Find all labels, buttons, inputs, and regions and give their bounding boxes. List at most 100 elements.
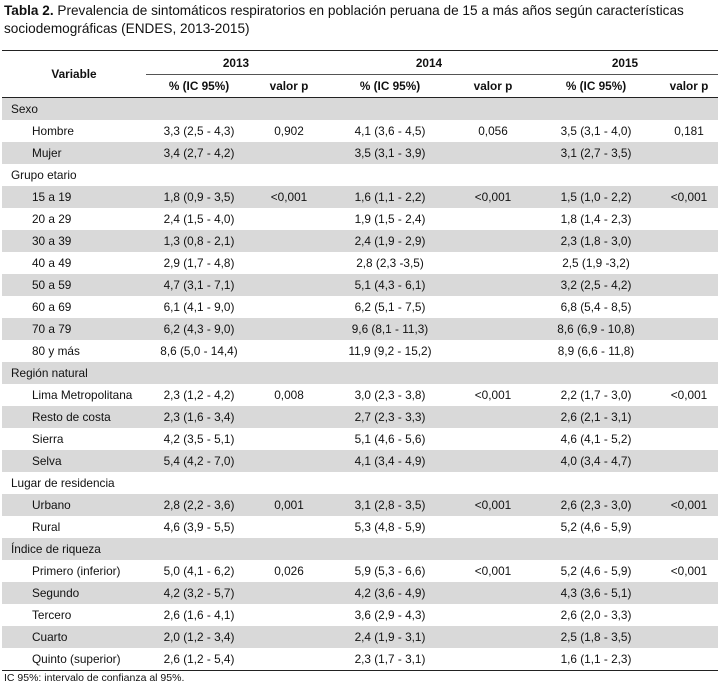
cell-pval-2014	[454, 626, 532, 648]
table-row: 20 a 29 2,4 (1,5 - 4,0) 1,9 (1,5 - 2,4) 1,8…	[2, 208, 718, 230]
cell-pval-2014	[454, 450, 532, 472]
cell-pct-2013: 4,2 (3,5 - 5,1)	[163, 432, 235, 446]
row-label: Selva	[2, 450, 146, 472]
cell-pval-2015	[660, 582, 718, 604]
cell-pval-2014	[454, 516, 532, 538]
cell-pct-2014: 3,6 (2,9 - 4,3)	[354, 608, 426, 622]
row-label: 60 a 69	[32, 300, 72, 314]
cell-pct-2013: 4,6 (3,9 - 5,5)	[163, 520, 235, 534]
cell-pval-2014	[454, 252, 532, 274]
cell-pval-2014	[454, 340, 532, 362]
row-label: Hombre	[32, 124, 74, 138]
cell-pct-2015: 2,6 (2,3 - 3,0)	[532, 494, 660, 516]
cell-pct-2015: 1,6 (1,1 - 2,3)	[532, 648, 660, 671]
column-header-2014: 2014	[326, 50, 532, 75]
cell-pval-2015	[660, 208, 718, 230]
cell-pval-2013	[252, 318, 326, 340]
cell-pval-2013	[252, 296, 326, 318]
cell-pct-2013: 3,4 (2,7 - 4,2)	[146, 142, 252, 164]
column-header-pval-2013: valor p	[252, 74, 326, 98]
table-row: 50 a 59 4,7 (3,1 - 7,1) 5,1 (4,3 - 6,1) 3,2…	[2, 274, 718, 296]
cell-pct-2014: 2,8 (2,3 -3,5)	[356, 256, 424, 270]
cell-pval-2014: <0,001	[474, 564, 512, 578]
table-row: Primero (inferior) 5,0 (4,1 - 6,2) 0,026 5,…	[2, 560, 718, 582]
cell-pval-2014	[454, 604, 532, 626]
cell-pct-2013: 3,3 (2,5 - 4,3)	[163, 124, 235, 138]
cell-pval-2014: <0,001	[474, 388, 512, 402]
cell-pct-2013: 4,2 (3,2 - 5,7)	[146, 582, 252, 604]
cell-pval-2014	[454, 274, 532, 296]
row-label: Urbano	[2, 494, 146, 516]
cell-pct-2013: 2,6 (1,2 - 5,4)	[146, 648, 252, 671]
row-label: Lima Metropolitana	[32, 388, 133, 402]
cell-pct-2014: 2,7 (2,3 - 3,3)	[326, 406, 454, 428]
group-header: Región natural	[2, 362, 718, 384]
cell-pval-2015	[660, 516, 718, 538]
cell-pct-2013: 2,3 (1,6 - 3,4)	[146, 406, 252, 428]
group-header-row: Sexo	[2, 97, 718, 120]
cell-pct-2015: 8,9 (6,6 - 11,8)	[557, 344, 635, 358]
cell-pval-2014	[454, 296, 532, 318]
cell-pct-2015: 3,1 (2,7 - 3,5)	[532, 142, 660, 164]
group-header: Índice de riqueza	[2, 538, 718, 560]
cell-pct-2015: 5,2 (4,6 - 5,9)	[560, 564, 632, 578]
cell-pct-2013: 1,3 (0,8 - 2,1)	[146, 230, 252, 252]
cell-pval-2015	[660, 318, 718, 340]
cell-pct-2015: 2,5 (1,9 -3,2)	[562, 256, 630, 270]
group-header-row: Grupo etario	[2, 164, 718, 186]
row-label: 15 a 19	[2, 186, 146, 208]
row-label: Mujer	[2, 142, 146, 164]
table-row: 70 a 79 6,2 (4,3 - 9,0) 9,6 (8,1 - 11,3) 8,…	[2, 318, 718, 340]
cell-pval-2013	[252, 450, 326, 472]
row-label: Cuarto	[2, 626, 146, 648]
cell-pval-2013	[252, 604, 326, 626]
group-header: Lugar de residencia	[11, 476, 115, 490]
cell-pval-2013	[252, 208, 326, 230]
cell-pval-2014	[454, 230, 532, 252]
cell-pct-2015: 4,6 (4,1 - 5,2)	[560, 432, 632, 446]
cell-pct-2013: 2,9 (1,7 - 4,8)	[163, 256, 235, 270]
cell-pct-2014: 1,9 (1,5 - 2,4)	[354, 212, 426, 226]
cell-pval-2014: <0,001	[454, 494, 532, 516]
table-row: Mujer 3,4 (2,7 - 4,2) 3,5 (3,1 - 3,9) 3,1 (…	[2, 142, 718, 164]
cell-pct-2013: 1,8 (0,9 - 3,5)	[146, 186, 252, 208]
column-header-pval-2015: valor p	[660, 74, 718, 98]
cell-pct-2015: 2,3 (1,8 - 3,0)	[532, 230, 660, 252]
cell-pval-2015	[660, 406, 718, 428]
cell-pval-2015	[660, 274, 718, 296]
cell-pval-2015: <0,001	[660, 494, 718, 516]
cell-pval-2013: <0,001	[252, 186, 326, 208]
cell-pct-2015: 6,8 (5,4 - 8,5)	[560, 300, 632, 314]
row-label: 30 a 39	[2, 230, 146, 252]
cell-pct-2013: 2,6 (1,6 - 4,1)	[163, 608, 235, 622]
table-row: Hombre 3,3 (2,5 - 4,3) 0,902 4,1 (3,6 - 4,5…	[2, 120, 718, 142]
table-row: Segundo 4,2 (3,2 - 5,7) 4,2 (3,6 - 4,9) 4,3…	[2, 582, 718, 604]
cell-pval-2015: 0,181	[674, 124, 704, 138]
cell-pval-2014	[454, 208, 532, 230]
cell-pval-2013: 0,001	[252, 494, 326, 516]
table-row: Lima Metropolitana 2,3 (1,2 - 4,2) 0,008 3,…	[2, 384, 718, 406]
cell-pval-2013	[252, 516, 326, 538]
group-header: Sexo	[2, 97, 718, 120]
row-label: Quinto (superior)	[2, 648, 146, 671]
cell-pval-2014	[454, 582, 532, 604]
cell-pval-2013	[252, 252, 326, 274]
cell-pct-2015: 5,2 (4,6 - 5,9)	[560, 520, 632, 534]
table-row: 40 a 49 2,9 (1,7 - 4,8) 2,8 (2,3 -3,5) 2,5 …	[2, 252, 718, 274]
cell-pval-2013	[252, 626, 326, 648]
cell-pct-2013: 8,6 (5,0 - 14,4)	[160, 344, 238, 358]
table-body: Sexo Hombre 3,3 (2,5 - 4,3) 0,902 4,1 (3,6 -…	[2, 97, 718, 671]
cell-pval-2015	[660, 340, 718, 362]
column-header-pct-2014: % (IC 95%)	[326, 74, 454, 98]
cell-pval-2015	[660, 252, 718, 274]
row-label: 50 a 59	[2, 274, 146, 296]
footnote: IC 95%: intervalo de confianza al 95%.	[4, 672, 185, 684]
caption-text: Prevalencia de sintomáticos respiratorio…	[4, 3, 684, 36]
cell-pct-2014: 1,6 (1,1 - 2,2)	[326, 186, 454, 208]
column-header-pct-2013: % (IC 95%)	[146, 74, 252, 98]
row-label: 70 a 79	[2, 318, 146, 340]
cell-pct-2015: 3,2 (2,5 - 4,2)	[532, 274, 660, 296]
cell-pct-2014: 2,4 (1,9 - 3,1)	[326, 626, 454, 648]
cell-pval-2014	[454, 318, 532, 340]
cell-pval-2013	[252, 406, 326, 428]
